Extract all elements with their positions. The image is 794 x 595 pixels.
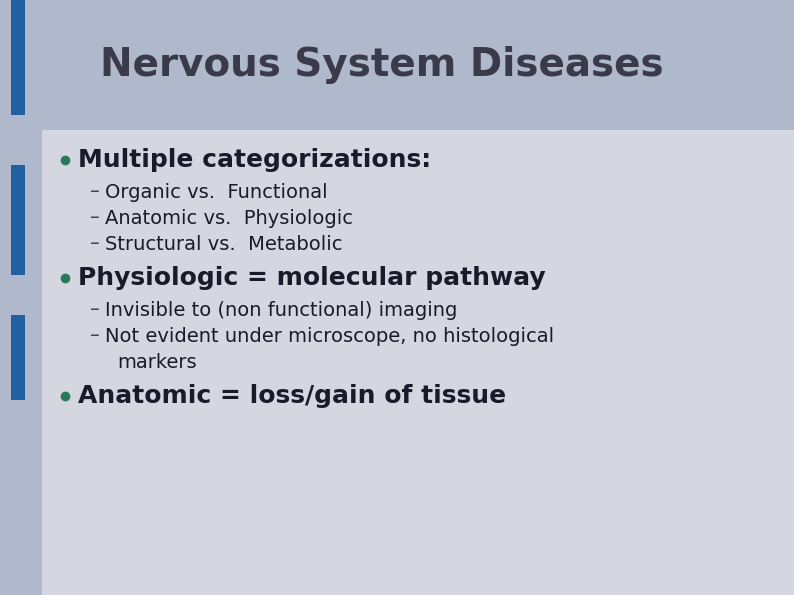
Bar	[11, 0, 25, 115]
Text: Multiple categorizations:: Multiple categorizations:	[78, 148, 431, 172]
Bar	[11, 315, 25, 400]
Text: Not evident under microscope, no histological: Not evident under microscope, no histolo…	[105, 327, 554, 346]
Text: –: –	[90, 234, 100, 253]
Text: –: –	[90, 300, 100, 320]
Text: –: –	[90, 208, 100, 227]
Text: markers: markers	[117, 352, 197, 371]
Bar	[11, 165, 25, 275]
Text: Anatomic vs.  Physiologic: Anatomic vs. Physiologic	[105, 208, 353, 227]
Text: Physiologic = molecular pathway: Physiologic = molecular pathway	[78, 266, 545, 290]
Text: Anatomic = loss/gain of tissue: Anatomic = loss/gain of tissue	[78, 384, 506, 408]
Text: –: –	[90, 327, 100, 346]
Text: Organic vs.  Functional: Organic vs. Functional	[105, 183, 328, 202]
Text: Nervous System Diseases: Nervous System Diseases	[100, 46, 664, 84]
Text: –: –	[90, 183, 100, 202]
Text: Invisible to (non functional) imaging: Invisible to (non functional) imaging	[105, 300, 457, 320]
Text: Structural vs.  Metabolic: Structural vs. Metabolic	[105, 234, 342, 253]
Bar	[42, 130, 794, 595]
